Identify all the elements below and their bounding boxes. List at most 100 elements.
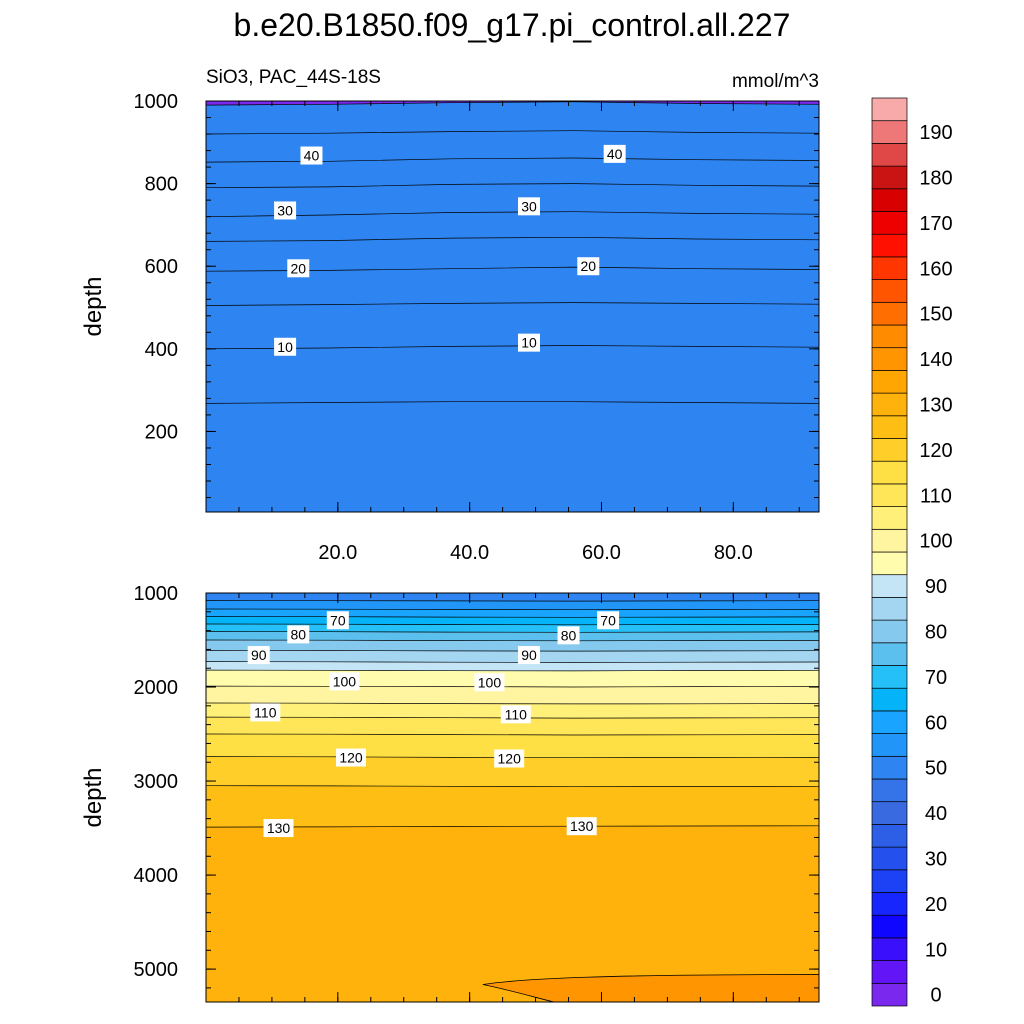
colorbar-swatch (871, 551, 908, 576)
y-tick-label: 1000 (134, 91, 179, 113)
contour-label-box (517, 646, 540, 665)
contour-line (206, 608, 819, 611)
contour-label-box (500, 705, 531, 724)
contour-label: 100 (478, 674, 502, 690)
y-tick-label: 2000 (134, 677, 179, 699)
colorbar-label: 140 (919, 349, 952, 371)
chart-title: b.e20.B1850.f09_g17.pi_control.all.227 (234, 7, 791, 43)
colorbar-swatch (871, 211, 908, 235)
colorbar-label: 60 (925, 712, 947, 734)
contour-label: 90 (251, 647, 267, 663)
contour-label: 30 (277, 202, 293, 218)
contour-label-box (474, 673, 505, 692)
colorbar: 0 10 20 30 40 50 60 70 80 90 100 110 120 130 140 150 160… (871, 97, 953, 1007)
colorbar-label: 30 (925, 848, 947, 870)
colorbar-swatch (871, 619, 908, 644)
colorbar-label: 160 (919, 258, 952, 280)
colorbar-label: 110 (920, 485, 952, 507)
colorbar-swatch (871, 960, 908, 984)
contour-label: 80 (290, 626, 306, 642)
colorbar-label: 10 (925, 939, 947, 961)
contour-label-box (274, 337, 297, 356)
colorbar-swatch (871, 528, 908, 553)
chart-subtitle-variable: SiO3, PAC_44S-18S (206, 67, 381, 88)
colorbar-swatch (871, 415, 908, 439)
y-tick-label: 5000 (134, 959, 179, 981)
y-axis-label: depth (80, 276, 107, 336)
colorbar-label: 80 (925, 621, 947, 643)
colorbar-swatch (871, 574, 908, 598)
x-tick-label: 20.0 (318, 542, 357, 564)
contour-label: 130 (570, 818, 594, 834)
contour-label: 10 (277, 339, 293, 355)
contour-label-box (603, 144, 626, 163)
contour-label: 30 (521, 198, 537, 214)
colorbar-label: 180 (919, 167, 952, 189)
contour-line (206, 733, 819, 736)
contour-label-box (326, 611, 349, 630)
contour-label: 40 (607, 146, 623, 162)
contour-label: 110 (254, 704, 277, 720)
contour-line (206, 702, 819, 705)
colorbar-label: 20 (925, 894, 947, 916)
contour-label: 90 (521, 647, 537, 663)
y-tick-label: 3000 (134, 771, 179, 793)
contour-band (206, 825, 819, 1002)
contour-label-box (517, 333, 540, 352)
contour-label-box (494, 749, 525, 768)
contour-label: 100 (333, 673, 357, 689)
contour-label: 120 (339, 750, 363, 766)
contour-line (206, 669, 819, 672)
y-tick-label: 4000 (134, 865, 179, 887)
contour-label: 120 (498, 750, 522, 766)
colorbar-swatch (871, 755, 908, 780)
chart-subtitle-units: mmol/m^3 (732, 71, 819, 92)
colorbar-swatch (871, 301, 908, 326)
colorbar-swatch (871, 846, 908, 871)
contour-band (482, 974, 819, 1002)
colorbar-label: 90 (925, 576, 947, 598)
contour-line (206, 685, 819, 688)
contour-line (206, 211, 819, 218)
contour-label: 20 (581, 258, 597, 274)
contour-label-box (597, 611, 620, 630)
colorbar-swatch (871, 120, 908, 144)
contour-band (201, 1002, 824, 1007)
colorbar-swatch (871, 460, 908, 485)
colorbar-label: 40 (925, 803, 947, 825)
colorbar-swatch (871, 188, 908, 212)
contour-label: 110 (505, 706, 528, 722)
x-tick-label: 40.0 (450, 542, 489, 564)
colorbar-swatch (871, 778, 908, 803)
contour-label-box (274, 201, 297, 220)
contour-line (206, 345, 819, 350)
contour-label-box (247, 646, 270, 665)
contour-line (206, 183, 819, 189)
colorbar-swatch (871, 165, 908, 190)
contour-line (206, 130, 819, 135)
colorbar-swatch (871, 370, 908, 394)
contour-label-box (287, 259, 310, 278)
contour-label-box (329, 672, 360, 691)
colorbar-label: 190 (919, 122, 952, 144)
colorbar-swatch (871, 665, 908, 689)
contour-label: 130 (267, 820, 291, 836)
contour-label-box (517, 197, 540, 216)
contour-line (206, 785, 819, 788)
contour-label-box (250, 703, 281, 722)
contour-label-box (287, 625, 310, 644)
y-tick-label: 200 (145, 421, 178, 443)
colorbar-label: 130 (919, 394, 952, 416)
colorbar-label: 100 (919, 531, 952, 553)
contour-line (206, 401, 819, 404)
contour-line (206, 623, 819, 626)
contour-label: 40 (304, 148, 320, 164)
contour-line (206, 661, 819, 663)
plot-frame (205, 100, 820, 513)
contour-label-box (336, 748, 367, 767)
colorbar-swatch (871, 824, 908, 848)
colorbar-swatch (871, 483, 908, 507)
contour-line (206, 825, 819, 828)
